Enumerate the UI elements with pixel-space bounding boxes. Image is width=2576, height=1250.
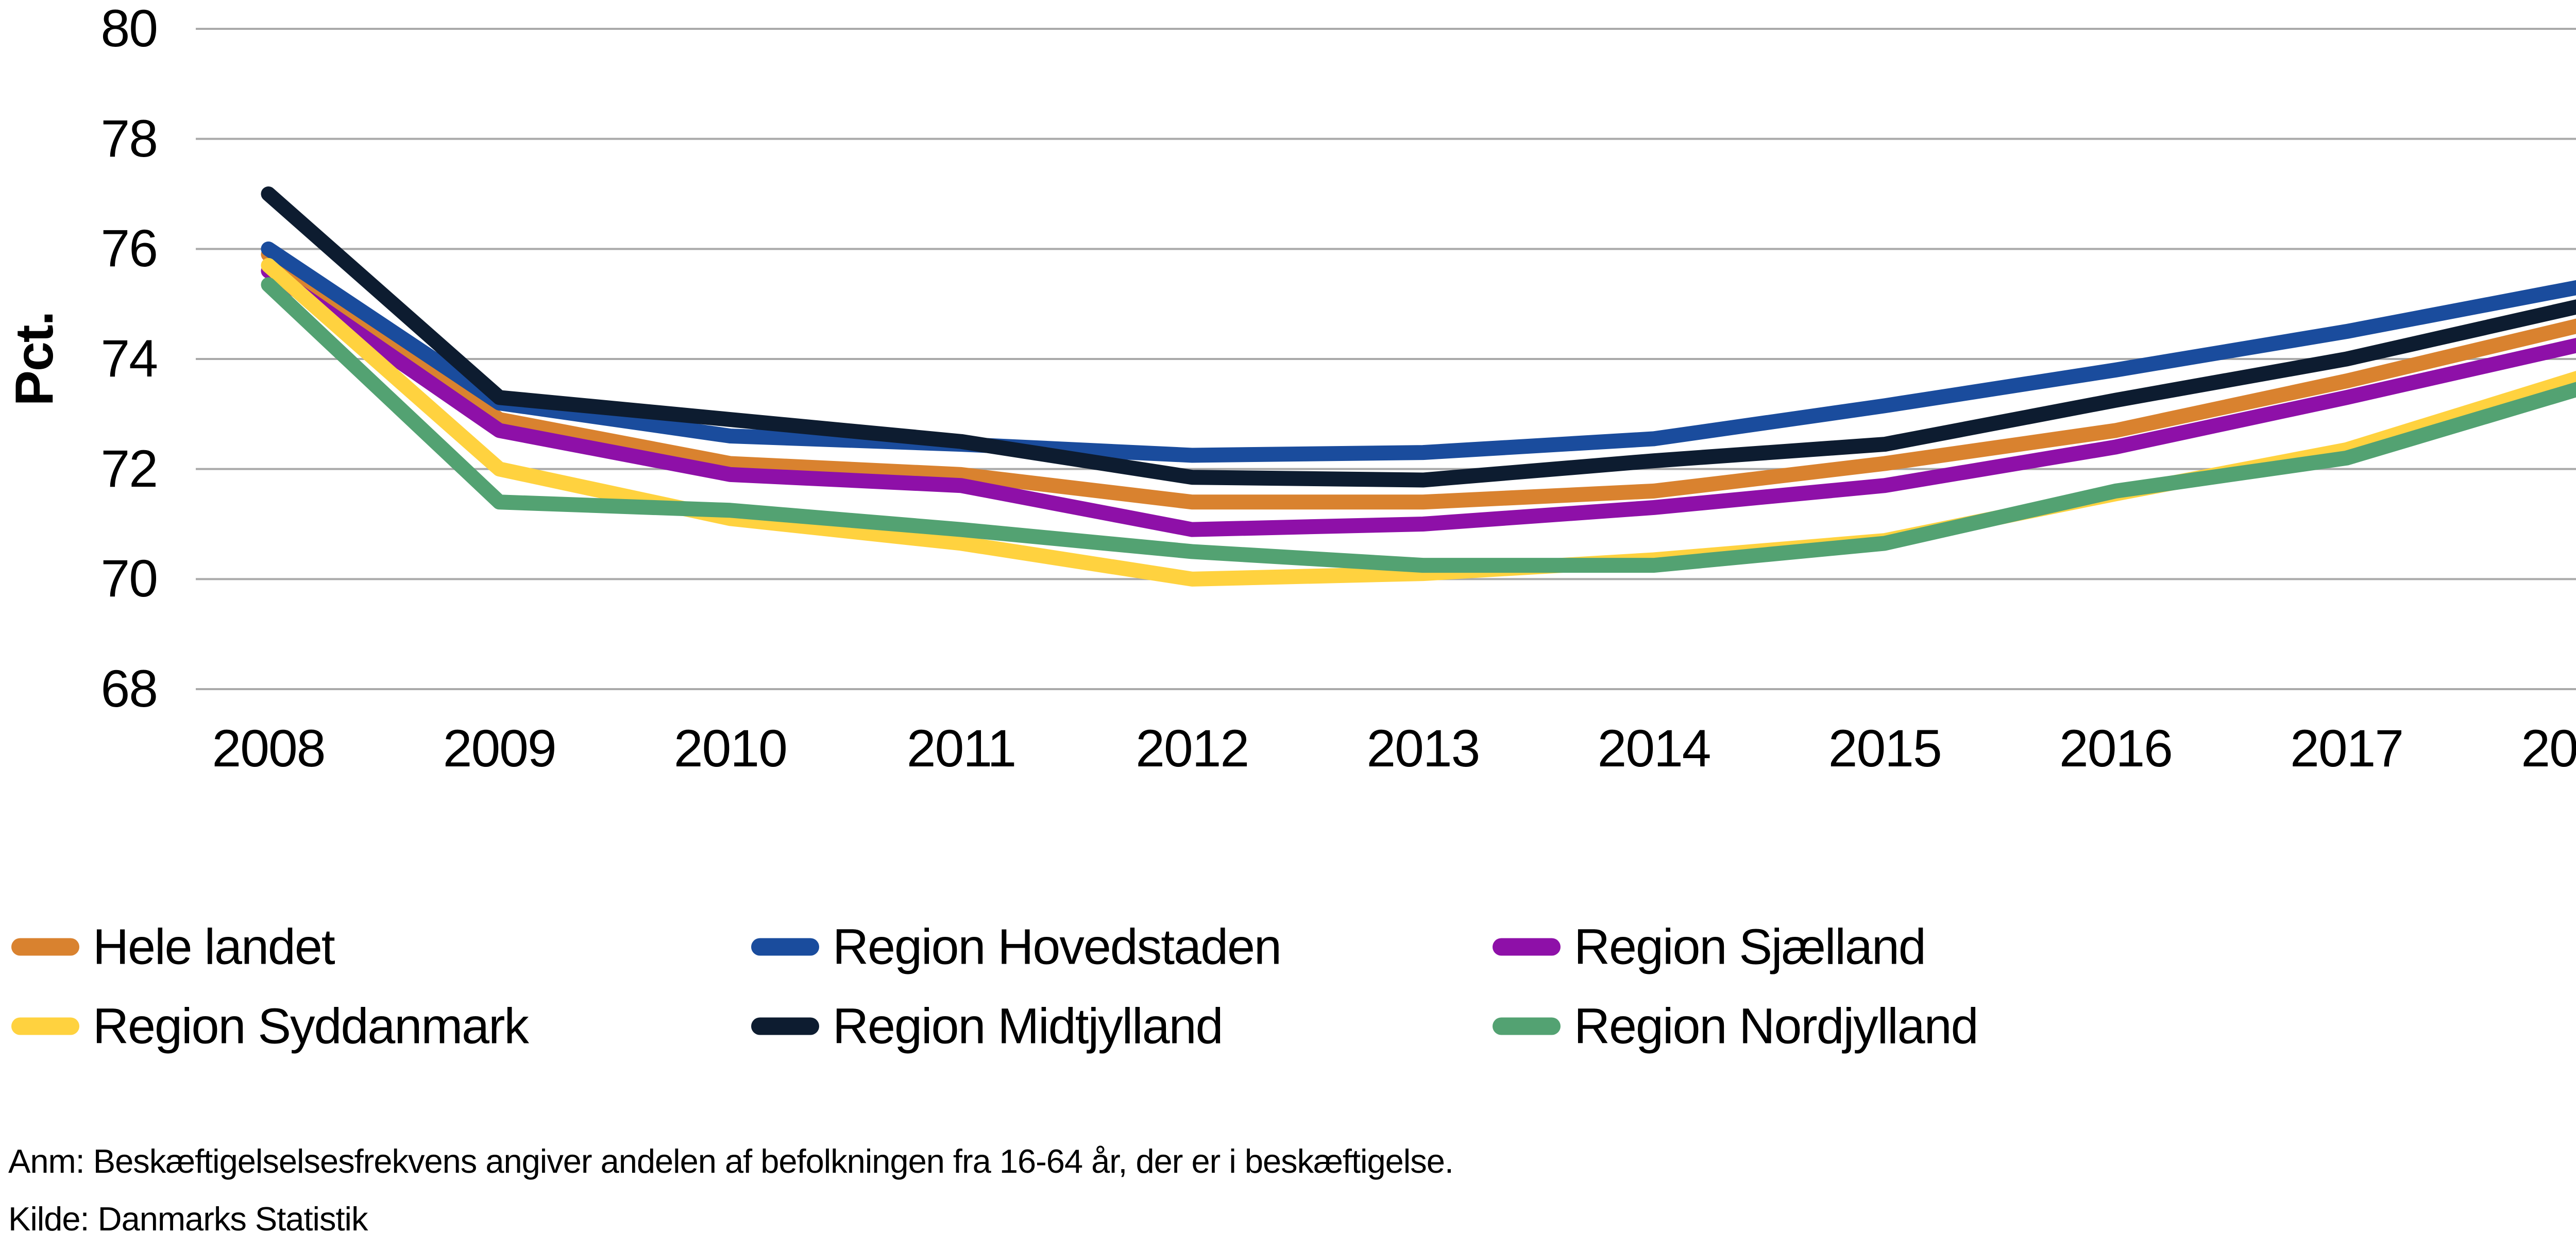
series-line-region-hovedstaden — [261, 241, 2576, 463]
series-line-region-midtjylland — [261, 186, 2576, 488]
legend-label: Hele landet — [93, 918, 335, 975]
legend-label: Region Midtjylland — [833, 998, 1224, 1054]
y-tick-label-72: 72 — [100, 439, 158, 498]
legend-item-region-hovedstaden: Region Hovedstaden — [751, 918, 1282, 975]
footnote-source: Kilde: Danmarks Statistik — [8, 1200, 368, 1238]
legend-item-region-midtjylland: Region Midtjylland — [751, 998, 1224, 1054]
legend-item-region-syddanmark: Region Syddanmark — [11, 998, 529, 1054]
y-tick-label-68: 68 — [100, 659, 158, 718]
y-tick-label-76: 76 — [100, 219, 158, 278]
legend-label: Region Syddanmark — [93, 998, 529, 1054]
legend-item-region-sj-lland: Region Sjælland — [1493, 918, 1926, 975]
x-tick-label-2011: 2011 — [906, 719, 1016, 778]
x-tick-label-2010: 2010 — [673, 719, 788, 778]
legend-swatch-icon — [751, 938, 819, 955]
legend-label: Region Sjælland — [1574, 918, 1926, 975]
x-tick-label-2012: 2012 — [1136, 719, 1249, 778]
legend-swatch-icon — [11, 1017, 79, 1035]
legend-swatch-icon — [751, 1017, 819, 1035]
legend-swatch-icon — [11, 938, 79, 955]
series-line-region-sj-lland — [261, 263, 2576, 537]
x-tick-label-2013: 2013 — [1366, 719, 1480, 778]
y-tick-label-80: 80 — [100, 0, 158, 58]
legend-swatch-icon — [1493, 1017, 1561, 1035]
x-tick-label-2016: 2016 — [2059, 719, 2173, 778]
x-tick-label-2015: 2015 — [1828, 719, 1942, 778]
series-lines — [261, 186, 2576, 587]
legend-item-hele-landet: Hele landet — [11, 918, 335, 975]
footnote-note: Anm: Beskæftigelselsesfrekvens angiver a… — [8, 1142, 1454, 1180]
x-tick-label-2009: 2009 — [443, 719, 557, 778]
legend-item-region-nordjylland: Region Nordjylland — [1493, 998, 1979, 1054]
legend-swatch-icon — [1493, 938, 1561, 955]
legend-label: Region Nordjylland — [1574, 998, 1979, 1054]
y-tick-label-78: 78 — [100, 109, 158, 168]
series-line-region-nordjylland — [261, 277, 2576, 573]
y-tick-label-70: 70 — [100, 549, 158, 608]
x-tick-label-2008: 2008 — [212, 719, 326, 778]
legend-label: Region Hovedstaden — [833, 918, 1282, 975]
y-tick-label-74: 74 — [100, 329, 158, 388]
x-tick-label-2018: 2018 — [2521, 719, 2576, 778]
x-tick-label-2017: 2017 — [2290, 719, 2404, 778]
series-line-hele-landet — [261, 247, 2576, 510]
x-tick-label-2014: 2014 — [1597, 719, 1711, 778]
